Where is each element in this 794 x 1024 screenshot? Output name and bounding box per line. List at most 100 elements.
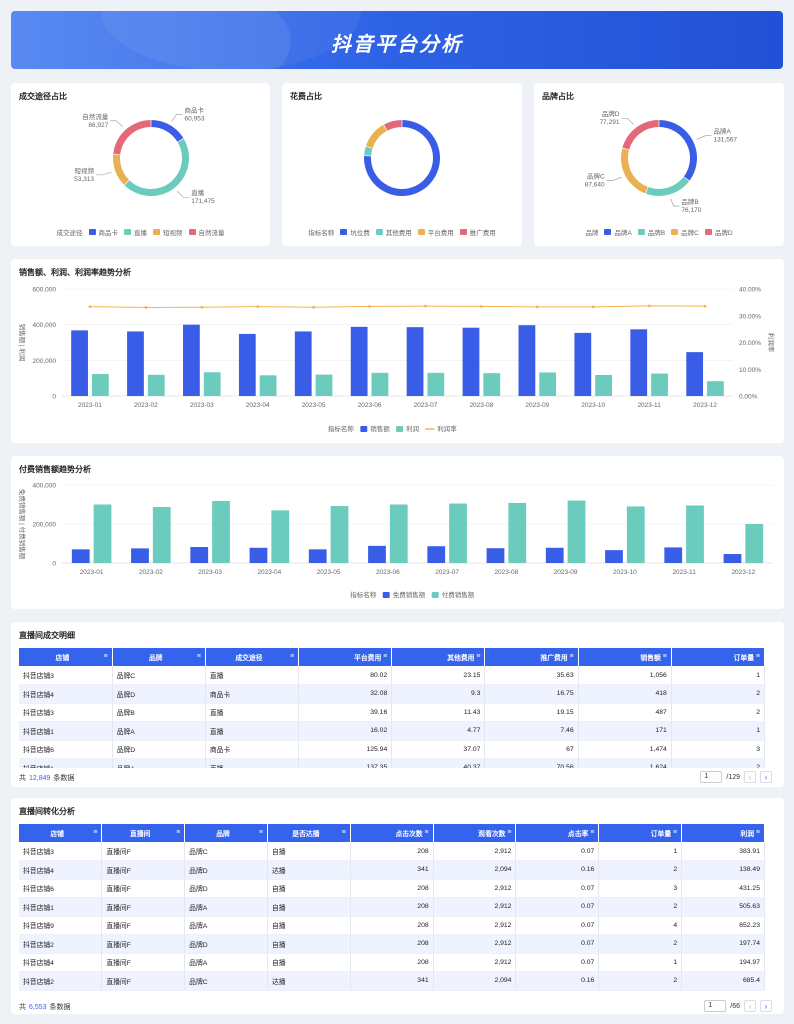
bar-付费销售额[interactable] xyxy=(271,510,290,563)
column-header[interactable]: 点击次数 ≡ xyxy=(350,824,434,842)
sort-icon[interactable]: ≡ xyxy=(755,829,760,836)
legend-item[interactable]: 短视频 xyxy=(153,227,183,237)
column-header[interactable]: 订单量 ≡ xyxy=(671,648,765,666)
table-row[interactable]: 抖音店铺6 直播间F 品牌D 自播 208 2,912 0.07 3 431.25 xyxy=(19,879,765,898)
bar-销售额[interactable] xyxy=(294,331,312,396)
bar-付费销售额[interactable] xyxy=(745,524,764,563)
bar-付费销售额[interactable] xyxy=(567,500,586,563)
bar-销售额[interactable] xyxy=(686,352,704,396)
column-header[interactable]: 其他费用 ≡ xyxy=(391,648,486,666)
sort-icon[interactable]: ≡ xyxy=(590,829,595,836)
bar-利润[interactable] xyxy=(203,372,221,396)
table-row[interactable]: 抖音店铺3 直播间F 品牌C 自播 208 2,912 0.07 1 383.91 xyxy=(19,842,765,861)
bar-免费销售额[interactable] xyxy=(605,550,623,563)
column-header[interactable]: 品牌 ≡ xyxy=(112,648,206,666)
bar-销售额[interactable] xyxy=(238,333,256,396)
bar-销售额[interactable] xyxy=(462,327,480,396)
bar-销售额[interactable] xyxy=(574,332,592,396)
donut-slice-2[interactable] xyxy=(365,124,387,149)
next-page-button[interactable]: › xyxy=(760,1000,772,1012)
line-point[interactable] xyxy=(424,304,427,308)
donut-slice-2[interactable] xyxy=(621,148,648,194)
column-header[interactable]: 推广费用 ≡ xyxy=(484,648,579,666)
sort-icon[interactable]: ≡ xyxy=(103,653,108,660)
legend-item[interactable]: 品牌B xyxy=(637,227,665,237)
bar-销售额[interactable] xyxy=(350,326,368,396)
column-header[interactable]: 是否达播 ≡ xyxy=(267,824,351,842)
sort-icon[interactable]: ≡ xyxy=(662,653,667,660)
page-input[interactable]: 1 xyxy=(704,1000,727,1012)
donut-slice-1[interactable] xyxy=(645,176,690,196)
table-row[interactable]: 抖音店铺2 直播间F 品牌D 自播 208 2,912 0.07 2 197.74 xyxy=(19,934,765,954)
bar-免费销售额[interactable] xyxy=(427,546,446,563)
bar-免费销售额[interactable] xyxy=(131,548,149,563)
line-point[interactable] xyxy=(535,305,539,309)
line-point[interactable] xyxy=(312,305,316,309)
column-header[interactable]: 观看次数 ≡ xyxy=(433,824,517,842)
line-point[interactable] xyxy=(591,305,595,309)
table-row[interactable]: 抖音店铺9 直播间F 品牌A 自播 208 2,912 0.07 4 652.23 xyxy=(19,916,765,935)
bar-付费销售额[interactable] xyxy=(449,503,467,563)
bar-利润[interactable] xyxy=(707,381,724,396)
table-row[interactable]: 抖音店铺4 品牌D 商品卡 32.08 9.3 16.75 418 2 xyxy=(19,684,765,704)
legend-item[interactable]: 推广费用 xyxy=(459,227,496,237)
column-header[interactable]: 店铺 ≡ xyxy=(19,648,113,666)
legend-item[interactable]: 直播 xyxy=(124,227,147,237)
legend-item[interactable]: 平台费用 xyxy=(417,227,454,237)
bar-利润[interactable] xyxy=(315,374,333,396)
donut-slice-3[interactable] xyxy=(384,120,402,131)
donut-slice-3[interactable] xyxy=(113,120,151,155)
table-row[interactable]: 抖音店铺2 直播间F 品牌C 达播 341 2,094 0.16 2 685.4 xyxy=(19,971,765,991)
column-header[interactable]: 点击率 ≡ xyxy=(515,824,600,842)
sort-icon[interactable]: ≡ xyxy=(93,829,98,836)
donut-slice-2[interactable] xyxy=(113,154,130,185)
donut-slice-1[interactable] xyxy=(364,146,373,156)
table-row[interactable]: 抖音店铺4 直播间F 品牌D 达播 341 2,094 0.16 2 138.49 xyxy=(19,860,765,880)
line-point[interactable] xyxy=(200,305,204,309)
column-header[interactable]: 订单量 ≡ xyxy=(598,824,683,842)
bar-免费销售额[interactable] xyxy=(486,548,505,563)
bar-付费销售额[interactable] xyxy=(212,500,230,563)
line-point[interactable] xyxy=(647,304,651,308)
prev-page-button[interactable]: ‹ xyxy=(744,771,756,783)
column-header[interactable]: 直播间 ≡ xyxy=(101,824,186,842)
bar-销售额[interactable] xyxy=(518,325,536,396)
bar-免费销售额[interactable] xyxy=(368,545,386,563)
legend-item[interactable]: 坑位费 xyxy=(340,227,370,237)
bar-付费销售额[interactable] xyxy=(686,505,704,563)
bar-免费销售额[interactable] xyxy=(723,554,742,563)
column-header[interactable]: 利润 ≡ xyxy=(681,824,765,842)
bar-销售额[interactable] xyxy=(183,324,200,396)
donut-slice-1[interactable] xyxy=(124,138,190,197)
line-point[interactable] xyxy=(703,304,707,308)
bar-免费销售额[interactable] xyxy=(664,547,683,563)
sort-icon[interactable]: ≡ xyxy=(755,653,760,660)
line-point[interactable] xyxy=(144,306,148,309)
table-row[interactable]: 抖音店铺1 品牌A 直播 16.02 4.77 7.46 171 1 xyxy=(19,721,765,741)
line-point[interactable] xyxy=(88,305,92,309)
bar-利润[interactable] xyxy=(91,374,109,396)
bar-销售额[interactable] xyxy=(71,330,88,396)
page-input[interactable]: 1 xyxy=(700,771,723,783)
bar-利润[interactable] xyxy=(483,373,501,396)
sort-icon[interactable]: ≡ xyxy=(341,829,346,836)
bar-利润[interactable] xyxy=(539,372,557,396)
sort-icon[interactable]: ≡ xyxy=(258,829,263,836)
bar-利润[interactable] xyxy=(651,373,668,396)
bar-付费销售额[interactable] xyxy=(330,506,349,563)
sort-icon[interactable]: ≡ xyxy=(569,653,574,660)
donut-slice-3[interactable] xyxy=(622,120,659,150)
bar-利润[interactable] xyxy=(259,375,277,396)
bar-利润[interactable] xyxy=(427,372,445,396)
table-row[interactable]: 抖音店铺3 品牌B 直播 39.16 11.43 19.15 487 2 xyxy=(19,703,765,722)
next-page-button[interactable]: › xyxy=(760,771,772,783)
table-scroll-area[interactable]: 店铺 ≡ 直播间 ≡ 品牌 ≡ 是否达播 ≡ 点击次数 ≡ 观看次数 ≡ 点击率 ≡ 订单量 ≡ 利润 ≡ 抖音店铺… xyxy=(19,824,765,996)
table-row[interactable]: 抖音店铺1 直播间F 品牌A 自播 208 2,912 0.07 2 505.63 xyxy=(19,897,765,917)
bar-付费销售额[interactable] xyxy=(93,504,112,564)
bar-销售额[interactable] xyxy=(406,327,424,396)
bar-付费销售额[interactable] xyxy=(626,506,645,563)
donut-slice-0[interactable] xyxy=(659,120,697,181)
column-header[interactable]: 品牌 ≡ xyxy=(184,824,268,842)
table-row[interactable]: 抖音店铺6 品牌D 商品卡 125.94 37.07 67 1,474 3 xyxy=(19,740,765,759)
